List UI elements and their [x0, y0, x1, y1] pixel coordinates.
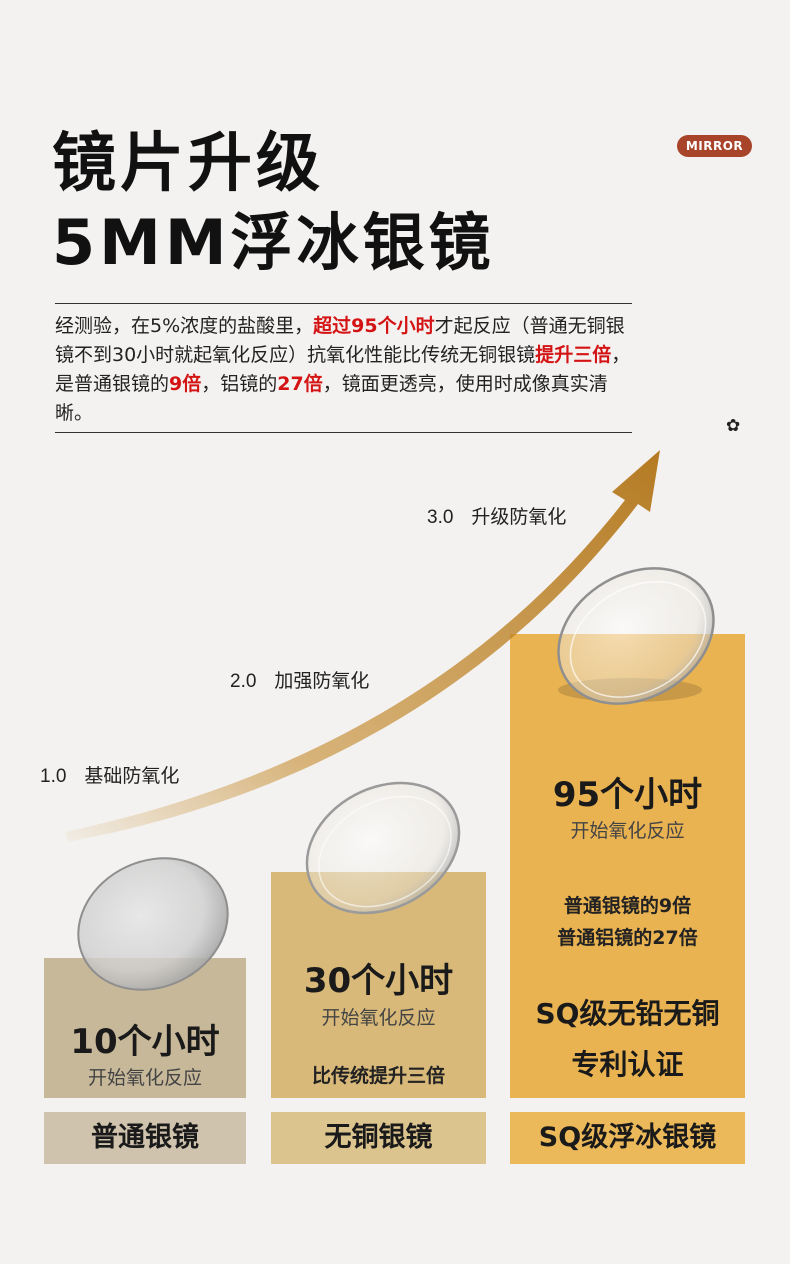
column-3-cert-2: 专利认证	[571, 1048, 684, 1081]
column-2-name: 无铜银镜	[271, 1112, 486, 1164]
column-1-name: 普通银镜	[44, 1112, 246, 1164]
lens-ordinary	[77, 857, 229, 991]
column-bar-sq	[510, 634, 745, 1098]
level-2: 2.0 加强防氧化	[230, 670, 370, 692]
column-3-note-2: 普通铝镜的27倍	[557, 927, 698, 949]
column-3-note-1: 普通银镜的9倍	[563, 895, 692, 917]
column-3-name: SQ级浮冰银镜	[510, 1112, 745, 1164]
column-3-cert-1: SQ级无铅无铜	[535, 997, 720, 1030]
mirror-badge: MIRROR	[677, 135, 752, 157]
flower-icon: ✿	[726, 416, 741, 436]
column-2-hours: 30个小时	[303, 961, 454, 1001]
column-1-hours: 10个小时	[70, 1022, 220, 1062]
column-3-hours: 95个小时	[552, 775, 703, 815]
column-2-hours-sub: 开始氧化反应	[321, 1007, 436, 1029]
bottom-divider	[55, 432, 632, 433]
lens-copper-free	[305, 781, 461, 915]
column-3-hours-sub: 开始氧化反应	[570, 820, 685, 842]
level-3: 3.0 升级防氧化	[427, 506, 567, 528]
level-1: 1.0 基础防氧化	[40, 765, 180, 787]
column-2-note: 比传统提升三倍	[311, 1065, 445, 1087]
column-1-hours-sub: 开始氧化反应	[87, 1067, 202, 1089]
page-title: 镜片升级	[52, 127, 324, 201]
description-text: 经测验，在5%浓度的盐酸里，超过95个小时才起反应（普通无铜银镜不到30小时就起…	[55, 315, 631, 424]
page-subtitle: 5MM浮冰银镜	[52, 206, 495, 279]
top-divider	[55, 303, 632, 304]
lens-sq	[557, 567, 715, 705]
